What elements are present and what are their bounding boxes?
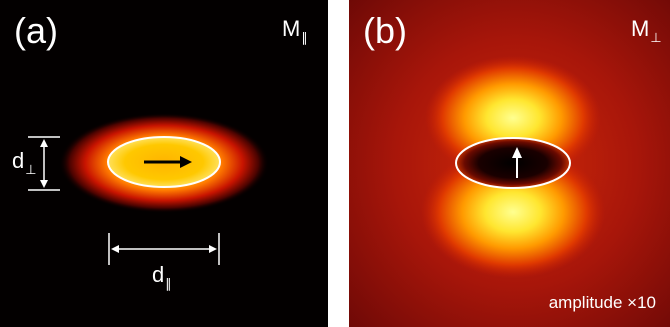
d-par-arrow-right xyxy=(209,245,217,253)
d-par-subscript: ∥ xyxy=(165,276,172,291)
panel-b-mode-symbol: M xyxy=(631,16,650,41)
d-perp-label: d⊥ xyxy=(12,148,37,177)
d-par-label: d∥ xyxy=(152,262,172,291)
magnetization-arrowhead xyxy=(512,147,522,158)
d-par-arrow-left xyxy=(111,245,119,253)
d-perp-symbol: d xyxy=(12,148,25,173)
panel-a-field-plot xyxy=(28,113,269,265)
panel-b-label: (b) xyxy=(363,10,407,51)
panel-b-mode-label: M⊥ xyxy=(631,16,662,45)
panel-a-mode-subscript: ∥ xyxy=(301,30,308,45)
magnetization-arrowhead xyxy=(180,156,192,168)
field-lobe-bottom xyxy=(421,146,605,278)
particle-outline xyxy=(455,137,571,189)
d-par-symbol: d xyxy=(152,262,165,287)
amplitude-label: amplitude ×10 xyxy=(548,293,656,312)
panel-a-mode-symbol: M xyxy=(282,16,301,41)
d-perp-subscript: ⊥ xyxy=(25,162,37,177)
panel-a-label: (a) xyxy=(14,10,58,51)
panel-b-mode-subscript: ⊥ xyxy=(650,30,662,45)
panel-a-mode-label: M∥ xyxy=(282,16,308,45)
panel-a: (a) M∥ d⊥ d∥ xyxy=(0,0,328,327)
d-perp-arrow-up xyxy=(40,139,48,147)
d-perp-arrow-down xyxy=(40,180,48,188)
panel-b-field-plot xyxy=(349,0,670,327)
panel-b: (b) M⊥ amplitude ×10 xyxy=(349,0,670,327)
